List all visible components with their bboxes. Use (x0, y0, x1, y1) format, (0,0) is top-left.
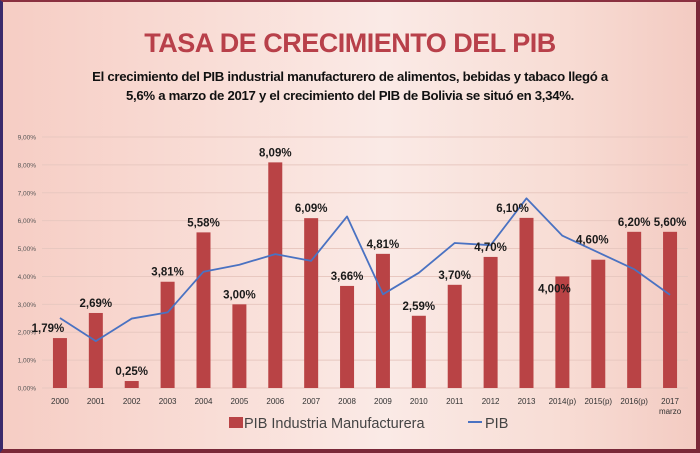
x-tick-label: 2013 (518, 397, 536, 406)
y-tick-label: 3,00% (18, 302, 37, 309)
data-label: 3,81% (151, 267, 184, 279)
data-label: 5,58% (187, 217, 220, 229)
data-label: 5,60% (654, 217, 687, 229)
x-tick-label: 2008 (338, 397, 356, 406)
legend-label-bar: PIB Industria Manufacturera (244, 416, 425, 432)
bar (591, 259, 606, 388)
legend: PIB Industria Manufacturera PIB (229, 416, 508, 432)
x-tick-label: 2014(p) (549, 397, 577, 406)
x-tick-label: 2011 (446, 397, 464, 406)
bar (268, 162, 283, 388)
data-label: 4,70% (474, 242, 507, 254)
data-label: 8,09% (259, 147, 292, 159)
y-axis-ticks: 0,00% 1,00% 2,00% 3,00% 4,00% 5,00% 6,00% 7,00%… (18, 135, 37, 393)
x-tick-label: 2004 (195, 397, 213, 406)
line-series (59, 197, 671, 343)
slide-title: TASA DE CRECIMIENTO DEL PIB (144, 28, 556, 58)
data-label: 4,81% (367, 239, 400, 251)
x-tick-label: 2010 (410, 397, 428, 406)
bar (52, 338, 67, 388)
y-tick-label: 6,00% (18, 218, 37, 225)
data-label: 2,69% (80, 298, 113, 310)
x-tick-label: 2005 (230, 397, 248, 406)
data-label: 6,20% (618, 217, 651, 229)
slide-subtitle: El crecimiento del PIB industrial manufa… (60, 67, 640, 105)
y-tick-label: 4,00% (18, 274, 37, 281)
y-tick-label: 9,00% (18, 135, 37, 142)
y-tick-label: 7,00% (18, 190, 37, 197)
data-label: 3,66% (331, 271, 364, 283)
bar (663, 231, 678, 388)
legend-swatch-bar (229, 417, 243, 428)
bar (411, 315, 426, 388)
bar (483, 256, 498, 388)
data-label: 3,70% (438, 270, 471, 282)
data-labels: 1,79% 2,69% 0,25% 3,81% 5,58% 3,00% 8,09% 6,09%… (32, 147, 687, 378)
x-tick-label: 2003 (159, 397, 177, 406)
x-tick-label: 2002 (123, 397, 141, 406)
bar (627, 231, 642, 388)
legend-label-line: PIB (485, 416, 508, 432)
bar (232, 304, 247, 388)
x-tick-label: 2007 (302, 397, 320, 406)
bar (88, 312, 103, 388)
data-label: 6,09% (295, 203, 328, 215)
bar (160, 281, 175, 388)
y-tick-label: 1,00% (18, 358, 37, 365)
data-label: 0,25% (115, 366, 148, 378)
x-tick-label: 2016(p) (620, 397, 648, 406)
data-label: 3,00% (223, 289, 256, 301)
bar (124, 381, 139, 388)
bar (340, 285, 355, 388)
y-tick-label: 8,00% (18, 162, 37, 169)
x-tick-label: 2000 (51, 397, 69, 406)
data-label: 2,59% (403, 301, 436, 313)
x-tick-label: 2009 (374, 397, 392, 406)
data-label: 4,00% (538, 283, 571, 295)
y-tick-label: 0,00% (18, 386, 37, 393)
subtitle-line-1: El crecimiento del PIB industrial manufa… (92, 69, 608, 84)
y-tick-label: 2,00% (18, 330, 37, 337)
pib-line (59, 197, 671, 343)
x-tick-sublabel: marzo (659, 407, 682, 416)
bar (304, 218, 319, 388)
bar (519, 217, 534, 388)
x-tick-label: 2012 (482, 397, 500, 406)
y-tick-label: 5,00% (18, 246, 37, 253)
bar-series (52, 162, 678, 388)
bar (375, 253, 390, 388)
data-label: 6,10% (496, 203, 529, 215)
x-tick-label: 2015(p) (584, 397, 612, 406)
data-label: 4,60% (576, 235, 609, 247)
gridlines (42, 136, 688, 389)
x-tick-label: 2001 (87, 397, 105, 406)
x-axis-ticks: 2000 2001 2002 2003 2004 2005 2006 2007 2008 2009… (51, 397, 682, 416)
bar (196, 232, 211, 388)
data-label: 1,79% (32, 323, 65, 335)
subtitle-line-2: 5,6% a marzo de 2017 y el crecimiento de… (125, 88, 575, 103)
bar (447, 284, 462, 388)
x-tick-label: 2006 (266, 397, 284, 406)
bar (555, 276, 570, 388)
x-tick-label: 2017 (661, 397, 679, 406)
